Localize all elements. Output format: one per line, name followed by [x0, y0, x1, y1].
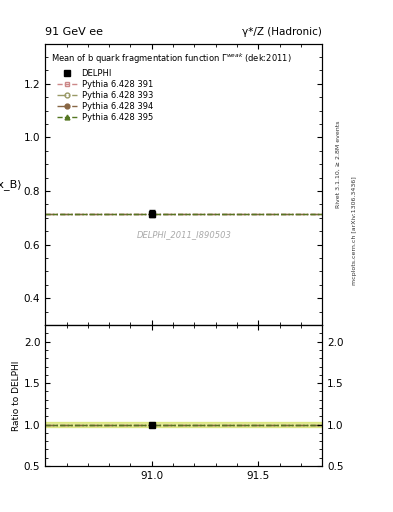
Legend: DELPHI, Pythia 6.428 391, Pythia 6.428 393, Pythia 6.428 394, Pythia 6.428 395: DELPHI, Pythia 6.428 391, Pythia 6.428 3… [55, 68, 154, 124]
Text: γ*/Z (Hadronic): γ*/Z (Hadronic) [242, 27, 322, 37]
Text: Mean of b quark fragmentation function $\Gamma^{weak}$ (dekː2011): Mean of b quark fragmentation function $… [51, 52, 292, 67]
Text: 91 GeV ee: 91 GeV ee [45, 27, 103, 37]
Text: mcplots.cern.ch [arXiv:1306.3436]: mcplots.cern.ch [arXiv:1306.3436] [352, 176, 357, 285]
Text: DELPHI_2011_I890503: DELPHI_2011_I890503 [136, 230, 231, 240]
Text: Rivet 3.1.10, ≥ 2.8M events: Rivet 3.1.10, ≥ 2.8M events [336, 120, 341, 207]
Bar [45, 422, 322, 427]
Y-axis label: ⟨x_B⟩: ⟨x_B⟩ [0, 179, 21, 190]
Y-axis label: Ratio to DELPHI: Ratio to DELPHI [12, 360, 21, 431]
